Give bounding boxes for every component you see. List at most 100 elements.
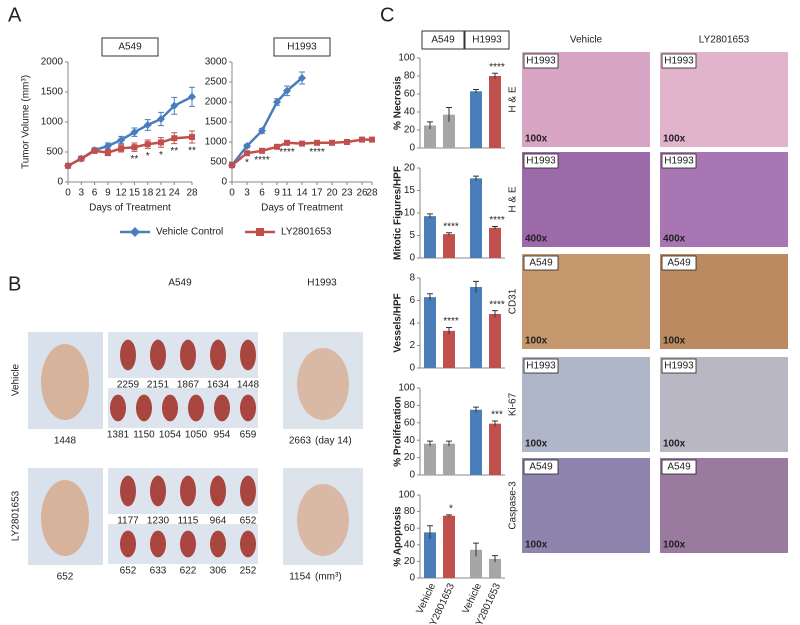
y-axis-label: Mitotic Figures/HPF (393, 166, 404, 260)
error-bar (473, 89, 479, 94)
y-tick-label: 8 (409, 273, 415, 284)
y-tick-label: 1500 (205, 117, 228, 128)
y-tick-label: 6 (409, 295, 415, 306)
annotation: ** (188, 146, 196, 157)
annotation: ** (131, 154, 139, 165)
tumor (214, 394, 230, 422)
title-box (101, 37, 159, 57)
y-axis-label: Tumor Volume (mm³) (21, 75, 32, 169)
tumor-volume: 252 (240, 566, 257, 577)
tumor-volume: 633 (150, 566, 167, 577)
annotation: **** (254, 155, 270, 166)
annotation: **** (443, 316, 459, 327)
y-tick-label: 500 (210, 157, 227, 168)
marker (158, 139, 164, 146)
marker (284, 139, 290, 146)
tumor-photo (108, 388, 258, 428)
error-bar (473, 280, 479, 293)
tumor-volume: 1050 (185, 430, 208, 441)
tumor-volume: 954 (214, 430, 231, 441)
magnification: 100x (663, 540, 686, 551)
y-tick-label: 60 (404, 89, 416, 100)
tumor (150, 475, 166, 507)
error-bar (446, 107, 452, 122)
tumor-volume: 964 (210, 516, 227, 527)
x-tick-label: 3 (79, 188, 85, 199)
y-axis-label: % Apoptosis (393, 506, 404, 567)
y-axis-label: Vessels/HPF (393, 293, 404, 352)
marker (157, 115, 165, 123)
image-tag: A549 (529, 462, 553, 473)
tumor-volume: 652 (120, 566, 137, 577)
column-header: LY2801653 (699, 35, 750, 46)
tumor-volume: 1177 (117, 516, 139, 527)
image-tag: H1993 (664, 361, 694, 372)
chart-title: H1993 (472, 35, 502, 46)
bar (470, 287, 482, 368)
y-tick-label: 3000 (205, 57, 228, 68)
legend-marker (130, 227, 140, 237)
tumor-volume: 1150 (133, 430, 155, 441)
series-line (231, 77, 303, 166)
image-tag: H1993 (526, 156, 556, 167)
bar (424, 532, 436, 578)
bar (443, 114, 455, 148)
x-tick-label: 6 (259, 188, 265, 199)
y-tick-label: 2000 (41, 57, 64, 68)
x-tick-label: 28 (366, 188, 378, 199)
bar (489, 227, 501, 258)
y-tick-label: 0 (409, 470, 415, 481)
marker (244, 150, 250, 157)
tumor (240, 530, 256, 558)
tumor-volume: 2663 (289, 436, 312, 447)
marker (314, 139, 320, 146)
cell-line: A549 (168, 278, 192, 289)
row-label: Vehicle (11, 363, 22, 396)
image-tag-box (523, 153, 559, 169)
y-tick-label: 40 (404, 539, 416, 550)
image-tag-box (523, 459, 559, 475)
image-tag-box (523, 53, 559, 69)
y-tick-label: 2000 (205, 97, 228, 108)
y-tick-label: 20 (404, 125, 416, 136)
bar (489, 558, 501, 578)
series-line (67, 135, 193, 167)
tumor-volume: 1867 (177, 380, 200, 391)
tumor (150, 530, 166, 558)
marker (189, 134, 195, 140)
bar (470, 91, 482, 148)
row-label: CD31 (508, 288, 519, 314)
tumor-volume: 659 (240, 430, 257, 441)
x-tick-label: 15 (129, 188, 141, 199)
error-bar (492, 226, 498, 230)
marker (259, 147, 265, 154)
mouse (297, 348, 349, 420)
tumor (120, 530, 136, 558)
error-bar (446, 327, 452, 335)
error-bar (492, 310, 498, 318)
tumor-volume: 1381 (107, 430, 130, 441)
annotation: **** (489, 62, 505, 73)
error-bar (427, 121, 433, 130)
annotation: *** (491, 410, 503, 421)
y-tick-label: 10 (404, 208, 416, 219)
annotation: ** (170, 146, 178, 157)
tumor (120, 475, 136, 507)
image-tag: H1993 (664, 56, 694, 67)
marker (274, 143, 280, 150)
tumor (210, 475, 226, 507)
chart-title: H1993 (287, 42, 317, 53)
tumor (150, 339, 166, 371)
y-tick-label: 40 (404, 107, 416, 118)
marker (171, 135, 178, 142)
marker (188, 92, 196, 101)
annotation: * (146, 151, 150, 162)
bar (424, 216, 436, 258)
marker (299, 140, 305, 147)
bar (443, 234, 455, 258)
annotation: * (159, 150, 163, 161)
y-tick-label: 60 (404, 523, 416, 534)
annotation: **** (279, 147, 295, 158)
tumor (240, 475, 256, 507)
